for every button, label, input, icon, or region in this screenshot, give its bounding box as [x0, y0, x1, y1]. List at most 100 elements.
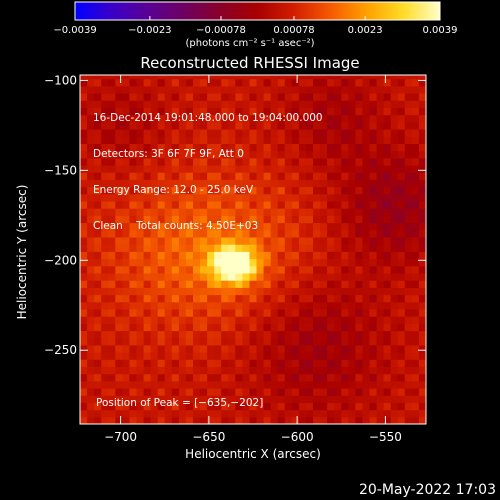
heatmap-pixel	[320, 100, 328, 108]
heatmap-pixel	[94, 402, 102, 411]
heatmap-pixel	[263, 136, 272, 144]
heatmap-pixel	[327, 215, 335, 224]
heatmap-pixel	[277, 75, 286, 80]
heatmap-pixel	[327, 172, 335, 180]
heatmap-pixel	[369, 229, 378, 238]
heatmap-pixel	[94, 236, 102, 245]
heatmap-pixel	[369, 287, 378, 296]
heatmap-pixel	[284, 380, 293, 389]
heatmap-pixel	[256, 409, 265, 418]
heatmap-pixel	[108, 200, 116, 209]
heatmap-pixel	[355, 150, 364, 159]
heatmap-pixel	[115, 272, 123, 281]
heatmap-pixel	[150, 172, 159, 180]
heatmap-pixel	[397, 366, 406, 375]
heatmap-pixel	[390, 323, 399, 332]
heatmap-pixel	[235, 78, 243, 87]
heatmap-pixel	[207, 143, 215, 152]
heatmap-pixel	[306, 272, 314, 281]
heatmap-pixel	[200, 373, 208, 382]
heatmap-pixel	[383, 344, 392, 353]
heatmap-pixel	[397, 100, 406, 108]
heatmap-pixel	[306, 129, 314, 137]
heatmap-pixel	[348, 380, 356, 389]
heatmap-pixel	[157, 258, 166, 267]
heatmap-pixel	[397, 316, 406, 324]
heatmap-pixel	[80, 287, 88, 296]
heatmap-pixel	[383, 179, 392, 188]
heatmap-pixel	[221, 172, 229, 180]
heatmap-pixel	[313, 344, 321, 353]
heatmap-pixel	[341, 186, 349, 195]
heatmap-pixel	[115, 388, 123, 396]
heatmap-pixel	[411, 416, 420, 424]
heatmap-pixel	[178, 251, 187, 260]
heatmap-pixel	[313, 294, 321, 303]
heatmap-pixel	[200, 316, 208, 324]
heatmap-pixel	[136, 222, 145, 231]
heatmap-pixel	[171, 337, 180, 346]
heatmap-pixel	[376, 236, 385, 245]
heatmap-pixel	[94, 316, 102, 324]
heatmap-pixel	[143, 388, 152, 396]
heatmap-pixel	[164, 193, 173, 202]
heatmap-pixel	[277, 107, 286, 116]
heatmap-pixel	[291, 107, 300, 116]
heatmap-pixel	[320, 229, 328, 238]
heatmap-pixel	[150, 308, 159, 317]
heatmap-pixel	[404, 78, 413, 87]
heatmap-pixel	[404, 215, 413, 224]
heatmap-pixel	[122, 265, 131, 274]
heatmap-pixel	[249, 373, 258, 382]
heatmap-pixel	[108, 373, 116, 382]
heatmap-pixel	[313, 258, 321, 267]
heatmap-pixel	[355, 272, 364, 281]
heatmap-pixel	[87, 280, 95, 288]
heatmap-pixel	[87, 258, 95, 267]
heatmap-pixel	[418, 280, 426, 288]
heatmap-pixel	[418, 301, 426, 310]
heatmap-pixel	[164, 265, 173, 274]
heatmap-pixel	[214, 409, 222, 418]
heatmap-pixel	[369, 402, 378, 411]
heatmap-pixel	[207, 129, 215, 137]
heatmap-pixel	[157, 164, 166, 173]
heatmap-pixel	[298, 251, 307, 260]
heatmap-pixel	[383, 380, 392, 389]
heatmap-pixel	[313, 359, 321, 367]
heatmap-pixel	[185, 352, 194, 360]
heatmap-pixel	[348, 301, 356, 310]
heatmap-pixel	[80, 136, 88, 144]
heatmap-pixel	[101, 229, 109, 238]
heatmap-pixel	[242, 323, 251, 332]
heatmap-pixel	[249, 208, 258, 216]
heatmap-pixel	[327, 143, 335, 152]
heatmap-pixel	[390, 143, 399, 152]
heatmap-pixel	[221, 75, 229, 80]
heatmap-pixel	[171, 114, 180, 123]
heatmap-pixel	[214, 186, 222, 195]
heatmap-pixel	[249, 100, 258, 108]
heatmap-pixel	[115, 409, 123, 418]
heatmap-pixel	[320, 236, 328, 245]
heatmap-pixel	[313, 352, 321, 360]
heatmap-pixel	[291, 244, 300, 252]
heatmap-pixel	[242, 416, 251, 424]
heatmap-pixel	[178, 186, 187, 195]
heatmap-pixel	[200, 157, 208, 166]
heatmap-pixel	[228, 301, 236, 310]
heatmap-pixel	[178, 129, 187, 137]
heatmap-pixel	[164, 244, 173, 252]
heatmap-pixel	[348, 337, 356, 346]
heatmap-pixel	[404, 359, 413, 367]
heatmap-pixel	[404, 323, 413, 332]
heatmap-pixel	[214, 330, 222, 339]
heatmap-pixel	[157, 265, 166, 274]
heatmap-pixel	[129, 323, 138, 332]
heatmap-pixel	[313, 373, 321, 382]
heatmap-pixel	[418, 330, 426, 339]
heatmap-pixel	[376, 193, 385, 202]
heatmap-pixel	[115, 186, 123, 195]
heatmap-pixel	[327, 344, 335, 353]
heatmap-pixel	[242, 359, 251, 367]
